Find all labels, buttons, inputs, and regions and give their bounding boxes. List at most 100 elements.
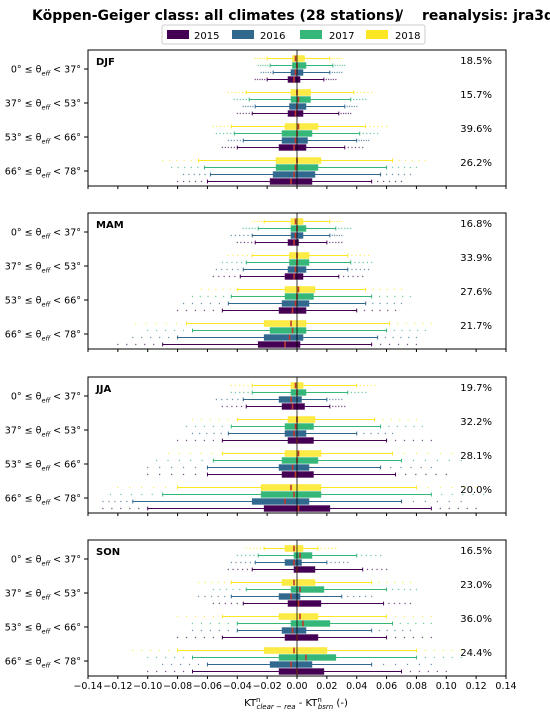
outlier-point xyxy=(227,91,230,94)
outlier-point xyxy=(341,64,344,67)
outlier-point xyxy=(451,486,453,489)
outlier-point xyxy=(201,459,203,462)
outlier-point xyxy=(348,105,351,108)
y-tick-label-sub: eff xyxy=(41,301,51,309)
outlier-point xyxy=(209,302,212,305)
outlier-point xyxy=(424,649,427,652)
outlier-point xyxy=(411,159,413,162)
iqr-box xyxy=(269,327,307,334)
outlier-point xyxy=(245,98,247,101)
outlier-point xyxy=(194,425,197,428)
iqr-box xyxy=(290,225,307,232)
outlier-point xyxy=(188,180,191,183)
outlier-point xyxy=(227,622,230,625)
y-tick-label-sub: eff xyxy=(41,431,51,439)
outlier-point xyxy=(409,629,412,632)
outlier-point xyxy=(177,166,179,169)
outlier-point xyxy=(167,452,170,455)
iqr-box xyxy=(278,613,319,620)
x-axis-label-sub1: clear − rea xyxy=(256,703,295,711)
outlier-point xyxy=(241,568,244,571)
box-2016 xyxy=(230,559,349,566)
outlier-point xyxy=(403,636,406,639)
iqr-box xyxy=(289,252,310,259)
y-tick-label-upper: < 66° xyxy=(50,133,81,144)
outlier-point xyxy=(338,227,340,230)
y-tick-label-sub: eff xyxy=(41,397,51,405)
box-2017 xyxy=(212,586,418,593)
outlier-point xyxy=(350,391,353,394)
y-tick-label-upper: < 78° xyxy=(50,494,81,505)
outlier-point xyxy=(182,329,185,332)
box-2015 xyxy=(221,144,364,151)
y-tick-label-sub: eff xyxy=(41,172,51,180)
outlier-point xyxy=(448,459,450,462)
outlier-point xyxy=(354,146,357,149)
outlier-point xyxy=(441,493,443,496)
outlier-point xyxy=(420,466,422,469)
outlier-point xyxy=(261,78,264,81)
iqr-box xyxy=(284,634,319,641)
bin-group: 53° ≤ θeff < 66° 39.6% xyxy=(5,123,492,151)
box-2015 xyxy=(221,403,346,410)
outlier-point xyxy=(424,159,427,162)
iqr-box xyxy=(281,457,319,464)
y-tick-label-lower: 0° ≤ θ xyxy=(11,555,42,566)
outlier-point xyxy=(191,418,194,421)
y-tick-label-lower: 37° ≤ θ xyxy=(5,99,42,110)
legend-label-2018: 2018 xyxy=(395,31,420,42)
outlier-point xyxy=(347,227,349,230)
outlier-point xyxy=(165,322,167,325)
iqr-box xyxy=(251,498,310,505)
outlier-point xyxy=(204,173,206,176)
outlier-point xyxy=(364,98,367,101)
y-tick-label-lower: 66° ≤ θ xyxy=(5,657,42,668)
outlier-point xyxy=(241,91,244,94)
outlier-point xyxy=(320,547,323,550)
outlier-point xyxy=(367,91,369,94)
box-2015 xyxy=(254,76,337,83)
outlier-point xyxy=(237,254,239,257)
outlier-point xyxy=(167,459,169,462)
outlier-point xyxy=(169,159,171,162)
outlier-point xyxy=(466,507,468,510)
y-tick-label-upper: < 37° xyxy=(50,392,81,403)
outlier-point xyxy=(359,98,361,101)
legend-swatch-2016 xyxy=(232,30,254,39)
outlier-point xyxy=(229,288,231,291)
outlier-point xyxy=(409,329,411,332)
outlier-point xyxy=(207,295,209,298)
outlier-point xyxy=(231,398,234,401)
outlier-point xyxy=(335,78,337,81)
outlier-point xyxy=(475,507,477,510)
outlier-point xyxy=(346,105,348,108)
outlier-point xyxy=(358,139,360,142)
outlier-point xyxy=(152,343,155,346)
outlier-point xyxy=(226,261,228,264)
x-tick-label: −0.10 xyxy=(133,681,162,692)
outlier-point xyxy=(413,425,415,428)
outlier-point xyxy=(334,561,336,564)
outlier-point xyxy=(379,302,381,305)
outlier-point xyxy=(347,112,350,115)
outlier-point xyxy=(222,132,225,135)
box-2016 xyxy=(197,593,373,600)
outlier-point xyxy=(203,439,206,442)
box-2015 xyxy=(147,471,447,478)
outlier-point xyxy=(182,173,185,176)
outlier-point xyxy=(194,473,197,476)
outlier-point xyxy=(364,595,367,598)
outlier-point xyxy=(242,112,244,115)
y-tick-label: 0° ≤ θeff < 37° xyxy=(11,555,81,568)
box-2017 xyxy=(233,96,367,103)
outlier-point xyxy=(249,561,252,564)
outlier-point xyxy=(200,629,203,632)
outlier-point xyxy=(126,343,128,346)
outlier-point xyxy=(393,302,396,305)
outlier-point xyxy=(227,125,229,128)
outlier-point xyxy=(240,554,243,557)
outlier-point xyxy=(164,670,167,673)
outlier-point xyxy=(224,581,226,584)
iqr-box xyxy=(284,293,314,300)
